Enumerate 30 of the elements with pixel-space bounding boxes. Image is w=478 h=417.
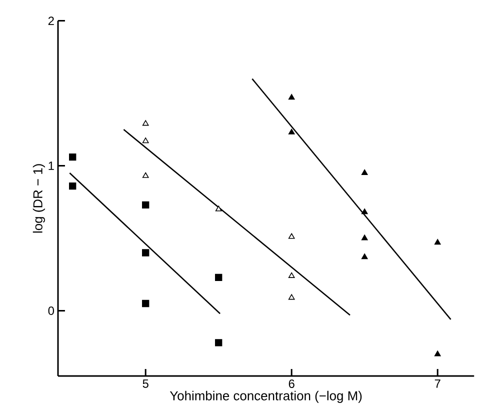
point: [142, 172, 149, 178]
point: [142, 300, 150, 308]
x-tick-label: 6: [288, 380, 294, 388]
y-tick-label: 0: [48, 306, 54, 315]
y-axis-title: log (DR − 1): [32, 164, 45, 233]
point: [288, 233, 295, 239]
point: [288, 128, 295, 134]
x-tick-label: 7: [434, 380, 440, 388]
point: [69, 153, 76, 161]
point: [361, 254, 368, 260]
point: [142, 138, 149, 144]
point: [434, 239, 441, 245]
point: [142, 120, 149, 126]
point: [142, 249, 150, 256]
point: [69, 182, 76, 190]
point: [215, 274, 222, 281]
point: [361, 234, 368, 240]
point: [215, 206, 222, 212]
point: [434, 350, 441, 356]
point: [142, 201, 150, 209]
point: [288, 272, 295, 278]
point: [361, 208, 368, 214]
point: [361, 169, 368, 176]
y-tick-label: 1: [48, 162, 54, 170]
x-tick-label: 5: [142, 380, 148, 388]
point: [288, 94, 295, 100]
point: [288, 294, 295, 300]
x-axis-title: Yohimbine concentration (−log M): [170, 390, 362, 403]
y-tick-label: 2: [48, 16, 54, 25]
point: [215, 339, 222, 346]
